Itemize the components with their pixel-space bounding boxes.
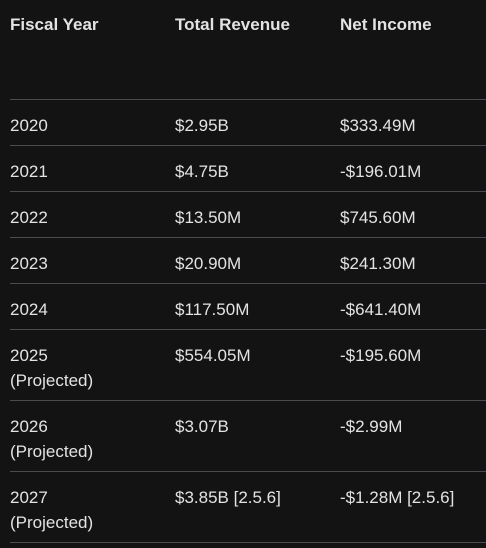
- cell-fiscal-year: 2020: [10, 116, 48, 135]
- table-row: 2022 $13.50M $745.60M: [0, 192, 486, 237]
- cell-net-income: $745.60M: [340, 208, 416, 227]
- cell-net-income: $241.30M: [340, 254, 416, 273]
- cell-fiscal-year: 2025 (Projected): [10, 346, 94, 390]
- row-divider: [10, 237, 486, 238]
- row-divider: [10, 329, 486, 330]
- cell-fiscal-year: 2027 (Projected): [10, 488, 94, 532]
- cell-net-income: -$641.40M: [340, 300, 422, 319]
- header-divider: [10, 99, 486, 100]
- cell-total-revenue: $3.07B: [175, 417, 229, 436]
- cell-total-revenue: $554.05M: [175, 346, 251, 365]
- table-row: 2023 $20.90M $241.30M: [0, 238, 486, 283]
- table-row: 2020 $2.95B $333.49M: [0, 100, 486, 145]
- header-total-revenue: Total Revenue: [175, 15, 290, 34]
- projected-label: (Projected): [10, 442, 94, 461]
- header-fiscal-year: Fiscal Year: [10, 15, 99, 34]
- cell-fiscal-year: 2023: [10, 254, 48, 273]
- cell-net-income: -$1.28M [2.5.6]: [340, 488, 455, 507]
- table-row: 2021 $4.75B -$196.01M: [0, 146, 486, 191]
- row-divider: [10, 542, 486, 543]
- cell-total-revenue: $4.75B: [175, 162, 229, 181]
- cell-net-income: $333.49M: [340, 116, 416, 135]
- row-divider: [10, 283, 486, 284]
- table-header-row: Fiscal Year Total Revenue Net Income: [0, 0, 486, 99]
- table-row: 2026 (Projected) $3.07B -$2.99M: [0, 401, 486, 471]
- cell-total-revenue: $2.95B: [175, 116, 229, 135]
- row-divider: [10, 400, 486, 401]
- row-divider: [10, 145, 486, 146]
- cell-total-revenue: $117.50M: [175, 300, 250, 319]
- cell-net-income: -$2.99M: [340, 417, 403, 436]
- row-divider: [10, 191, 486, 192]
- cell-net-income: -$195.60M: [340, 346, 422, 365]
- cell-fiscal-year: 2026 (Projected): [10, 417, 94, 461]
- cell-total-revenue: $13.50M: [175, 208, 242, 227]
- header-net-income: Net Income: [340, 15, 432, 34]
- cell-total-revenue: $3.85B [2.5.6]: [175, 488, 281, 507]
- cell-net-income: -$196.01M: [340, 162, 422, 181]
- projected-label: (Projected): [10, 513, 94, 532]
- row-divider: [10, 471, 486, 472]
- cell-fiscal-year: 2022: [10, 208, 48, 227]
- projected-label: (Projected): [10, 371, 94, 390]
- table-row: 2024 $117.50M -$641.40M: [0, 284, 486, 329]
- table-row: 2027 (Projected) $3.85B [2.5.6] -$1.28M […: [0, 472, 486, 542]
- cell-fiscal-year: 2024: [10, 300, 48, 319]
- table-row: 2025 (Projected) $554.05M -$195.60M: [0, 330, 486, 400]
- cell-total-revenue: $20.90M: [175, 254, 242, 273]
- cell-fiscal-year: 2021: [10, 162, 48, 181]
